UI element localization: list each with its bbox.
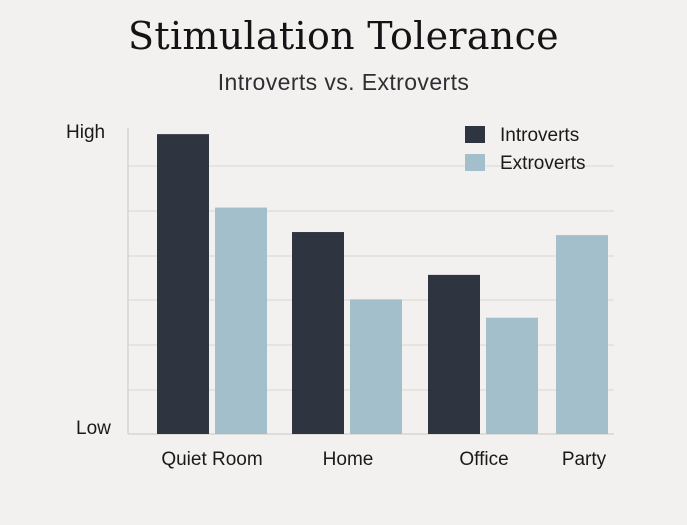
bar-extroverts-home [350,299,402,434]
chart-title: Stimulation Tolerance [128,14,559,58]
legend: Introverts Extroverts [465,125,586,174]
chart-subtitle: Introverts vs. Extroverts [217,69,470,95]
y-tick-label-low: Low [76,418,111,439]
legend-label-introverts: Introverts [500,125,579,146]
category-labels: Quiet Room Home Office Party [161,449,606,470]
legend-label-extroverts: Extroverts [500,153,586,174]
bar-extroverts-office [486,317,538,434]
bar-introverts-home [292,232,344,434]
y-tick-label-high: High [66,122,105,143]
category-label-home: Home [323,449,374,470]
bar-extroverts-party [556,235,608,434]
category-label-office: Office [459,449,508,470]
bars [157,134,608,434]
bar-introverts-quiet-room [157,134,209,434]
bar-extroverts-quiet-room [215,207,267,434]
category-label-party: Party [562,449,607,470]
category-label-quiet-room: Quiet Room [161,449,262,470]
legend-swatch-introverts [465,126,485,143]
bar-introverts-office [428,274,480,434]
y-tick-labels: High Low [66,122,111,439]
legend-swatch-extroverts [465,154,485,171]
